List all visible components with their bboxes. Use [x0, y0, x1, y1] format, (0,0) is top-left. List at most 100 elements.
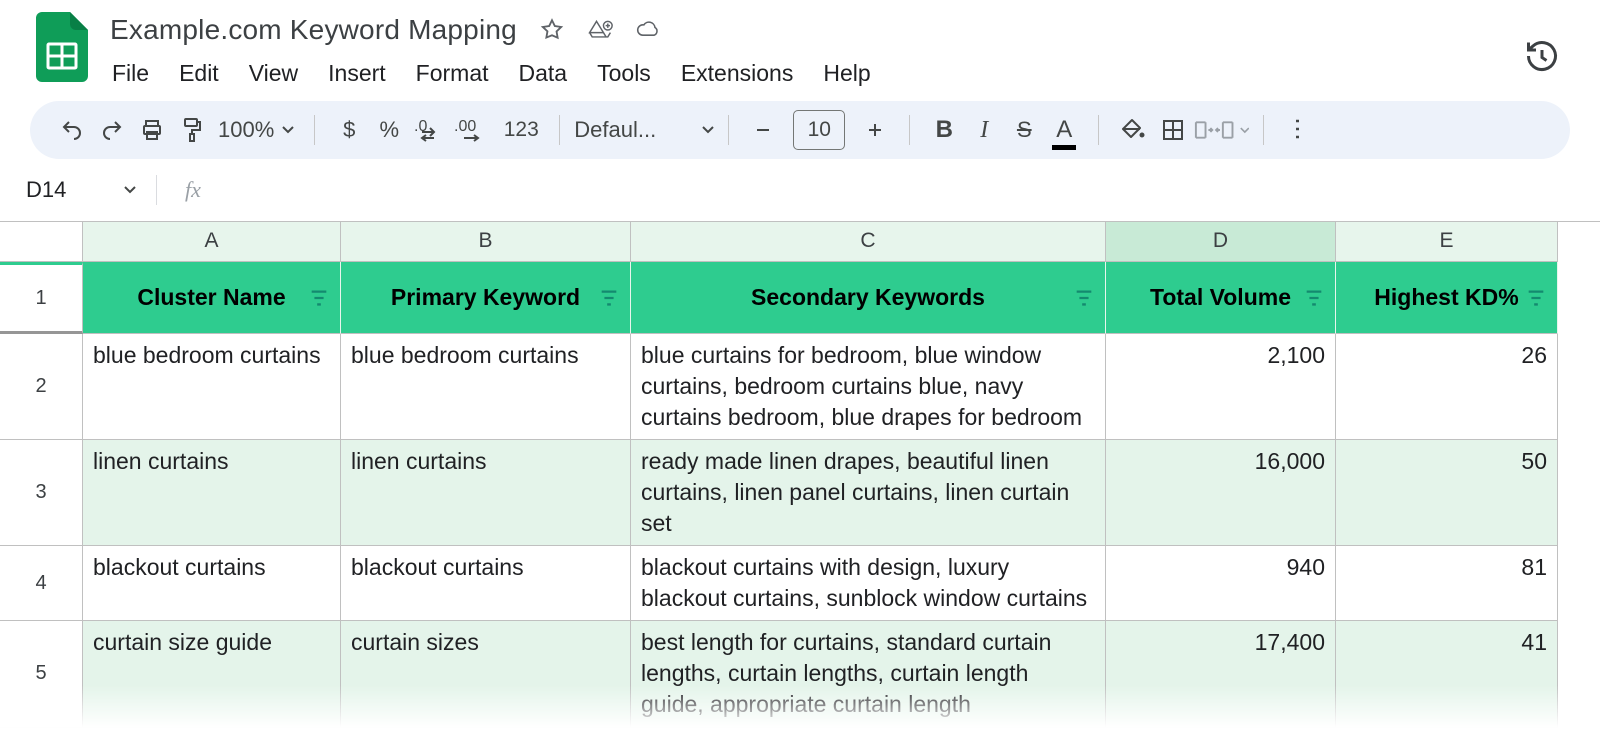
menu-view[interactable]: View	[249, 60, 298, 87]
currency-button[interactable]: $	[329, 110, 369, 150]
zoom-value: 100%	[218, 117, 274, 143]
paint-format-button[interactable]	[172, 110, 212, 150]
menu-edit[interactable]: Edit	[179, 60, 219, 87]
menu-format[interactable]: Format	[416, 60, 489, 87]
menu-file[interactable]: File	[112, 60, 149, 87]
row-number[interactable]: 3	[0, 440, 83, 546]
cell-primary-keyword[interactable]: blue bedroom curtains	[341, 334, 631, 440]
cell-total-volume[interactable]: 940	[1106, 546, 1336, 621]
cell-highest-kd[interactable]: 81	[1336, 546, 1558, 621]
cell-highest-kd[interactable]: 41	[1336, 621, 1558, 727]
header-total-volume[interactable]: Total Volume	[1106, 262, 1336, 334]
chevron-down-icon	[282, 126, 294, 134]
number-format-button[interactable]: 123	[497, 110, 545, 150]
select-all-corner[interactable]	[0, 222, 83, 262]
row-number[interactable]: 2	[0, 334, 83, 440]
cell-total-volume[interactable]: 17,400	[1106, 621, 1336, 727]
chevron-down-icon	[124, 186, 136, 194]
header-highest-kd[interactable]: Highest KD%	[1336, 262, 1558, 334]
table-row: 4blackout curtainsblackout curtainsblack…	[0, 546, 1600, 621]
cell-highest-kd[interactable]: 50	[1336, 440, 1558, 546]
history-icon[interactable]	[1524, 38, 1560, 74]
menu-data[interactable]: Data	[519, 60, 568, 87]
print-button[interactable]	[132, 110, 172, 150]
menu-help[interactable]: Help	[823, 60, 870, 87]
cell-total-volume[interactable]: 16,000	[1106, 440, 1336, 546]
percent-button[interactable]: %	[369, 110, 409, 150]
header-label: Cluster Name	[93, 282, 330, 313]
cell-cluster-name[interactable]: blue bedroom curtains	[83, 334, 341, 440]
font-family-value: Defaul...	[574, 117, 656, 143]
font-size-input[interactable]: 10	[793, 110, 845, 150]
cell-secondary-keywords[interactable]: blue curtains for bedroom, blue window c…	[631, 334, 1106, 440]
filter-icon[interactable]	[308, 287, 330, 309]
increase-decimal-button[interactable]: .00	[449, 110, 497, 150]
col-header-C[interactable]: C	[631, 222, 1106, 262]
chevron-down-icon	[702, 126, 714, 134]
cell-cluster-name[interactable]: curtain size guide	[83, 621, 341, 727]
text-color-letter: A	[1056, 116, 1072, 144]
row-number-1[interactable]: 1	[0, 262, 83, 334]
header-secondary-keywords[interactable]: Secondary Keywords	[631, 262, 1106, 334]
filter-icon[interactable]	[1303, 287, 1325, 309]
header-label: Total Volume	[1116, 282, 1325, 313]
font-family-select[interactable]: Defaul...	[574, 117, 714, 143]
cell-primary-keyword[interactable]: linen curtains	[341, 440, 631, 546]
cell-highest-kd[interactable]: 26	[1336, 334, 1558, 440]
cell-secondary-keywords[interactable]: best length for curtains, standard curta…	[631, 621, 1106, 727]
decrease-decimal-button[interactable]: .0	[409, 110, 449, 150]
font-size-decrease-button[interactable]	[743, 110, 783, 150]
header-label: Highest KD%	[1346, 282, 1547, 313]
text-color-button[interactable]: A	[1044, 110, 1084, 150]
cell-total-volume[interactable]: 2,100	[1106, 334, 1336, 440]
col-header-A[interactable]: A	[83, 222, 341, 262]
chevron-down-icon	[1240, 127, 1250, 134]
column-header-row: A B C D E	[0, 222, 1600, 262]
col-header-D[interactable]: D	[1106, 222, 1336, 262]
undo-button[interactable]	[52, 110, 92, 150]
cell-primary-keyword[interactable]: curtain sizes	[341, 621, 631, 727]
bold-button[interactable]: B	[924, 110, 964, 150]
menu-tools[interactable]: Tools	[597, 60, 651, 87]
filter-icon[interactable]	[1525, 287, 1547, 309]
header-label: Secondary Keywords	[641, 282, 1095, 313]
menu-extensions[interactable]: Extensions	[681, 60, 794, 87]
zoom-select[interactable]: 100%	[218, 117, 294, 143]
spreadsheet-grid: A B C D E 1 Cluster Name Primary Keyword…	[0, 221, 1600, 728]
document-title[interactable]: Example.com Keyword Mapping	[110, 14, 517, 46]
filter-icon[interactable]	[598, 287, 620, 309]
menu-insert[interactable]: Insert	[328, 60, 386, 87]
table-header-row: 1 Cluster Name Primary Keyword Secondary…	[0, 262, 1600, 334]
star-icon[interactable]	[539, 17, 565, 43]
font-size-group: 10	[743, 110, 895, 150]
cell-secondary-keywords[interactable]: ready made linen drapes, beautiful linen…	[631, 440, 1106, 546]
row-number[interactable]: 5	[0, 621, 83, 727]
redo-button[interactable]	[92, 110, 132, 150]
col-header-E[interactable]: E	[1336, 222, 1558, 262]
font-size-increase-button[interactable]	[855, 110, 895, 150]
cell-cluster-name[interactable]: blackout curtains	[83, 546, 341, 621]
header-cluster-name[interactable]: Cluster Name	[83, 262, 341, 334]
more-toolbar-button[interactable]: ⋯	[1278, 110, 1318, 150]
cell-secondary-keywords[interactable]: blackout curtains with design, luxury bl…	[631, 546, 1106, 621]
sheets-app-icon[interactable]	[36, 12, 88, 82]
filter-icon[interactable]	[1073, 287, 1095, 309]
title-bar: Example.com Keyword Mapping File Edit Vi…	[0, 0, 1600, 87]
header-primary-keyword[interactable]: Primary Keyword	[341, 262, 631, 334]
row-number[interactable]: 4	[0, 546, 83, 621]
cell-primary-keyword[interactable]: blackout curtains	[341, 546, 631, 621]
toolbar: 100% $ % .0 .00 123 Defaul... 10 B I S A…	[30, 101, 1570, 159]
merge-cells-button[interactable]	[1193, 110, 1249, 150]
cloud-status-icon[interactable]	[635, 17, 661, 43]
col-header-B[interactable]: B	[341, 222, 631, 262]
svg-text:.00: .00	[454, 118, 476, 135]
table-row: 3linen curtainslinen curtainsready made …	[0, 440, 1600, 546]
header-label: Primary Keyword	[351, 282, 620, 313]
move-to-drive-icon[interactable]	[587, 17, 613, 43]
italic-button[interactable]: I	[964, 110, 1004, 150]
cell-cluster-name[interactable]: linen curtains	[83, 440, 341, 546]
strikethrough-button[interactable]: S	[1004, 110, 1044, 150]
fill-color-button[interactable]	[1113, 110, 1153, 150]
name-box[interactable]: D14	[22, 177, 142, 203]
borders-button[interactable]	[1153, 110, 1193, 150]
